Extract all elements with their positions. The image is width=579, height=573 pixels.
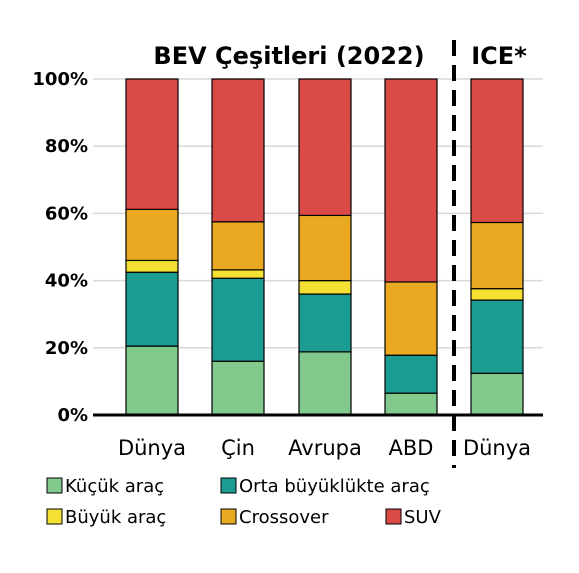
bar-segment — [125, 259, 179, 273]
y-tick-label: 40% — [45, 271, 88, 292]
legend: Küçük araç Orta büyüklükte araç Büyük araç… — [46, 476, 442, 528]
y-tick-label: 20% — [45, 338, 88, 359]
y-tick-label: 80% — [45, 136, 88, 157]
bar-segment — [211, 78, 265, 223]
bar-segment — [470, 78, 524, 224]
bar-stack — [125, 78, 179, 416]
x-tick-label: Dünya — [463, 436, 531, 460]
y-axis: 0% 20% 40% 60% 80% 100% — [32, 69, 88, 426]
y-tick-label: 0% — [57, 405, 88, 426]
y-tick-label: 60% — [45, 203, 88, 224]
x-axis: Dünya Çin Avrupa ABD Dünya — [118, 436, 531, 460]
bar-segment — [298, 214, 352, 282]
bar-segment — [470, 221, 524, 290]
x-tick-label: Dünya — [118, 436, 186, 460]
x-tick-label: ABD — [389, 436, 434, 460]
bar-segment — [298, 293, 352, 353]
bar-segment — [384, 392, 438, 416]
legend-label: Küçük araç — [65, 476, 164, 497]
legend-label: Crossover — [239, 507, 329, 528]
bar-segment — [298, 280, 352, 295]
bar-stack — [384, 78, 438, 416]
legend-swatch — [385, 508, 402, 525]
y-tick-label: 100% — [32, 69, 88, 90]
bar-stack — [211, 78, 265, 416]
bar-segment — [470, 372, 524, 416]
bar-segment — [211, 269, 265, 279]
bar-segment — [211, 277, 265, 362]
bar-segment — [470, 299, 524, 374]
legend-label: SUV — [404, 507, 442, 528]
legend-label: Büyük araç — [65, 507, 166, 528]
x-tick-label: Çin — [221, 436, 255, 460]
bar-segment — [298, 351, 352, 416]
bar-stack — [298, 78, 352, 416]
bar-segment — [125, 208, 179, 262]
bar-segment — [211, 221, 265, 271]
bar-segment — [470, 288, 524, 301]
bar-segment — [384, 354, 438, 394]
legend-label: Orta büyüklükte araç — [239, 476, 430, 497]
legend-swatch — [46, 508, 63, 525]
legend-swatch — [220, 508, 237, 525]
group-title-ice: ICE* — [471, 42, 527, 70]
bar-segment — [125, 345, 179, 416]
bar-segment — [211, 360, 265, 416]
legend-swatch — [46, 477, 63, 494]
bar-segment — [125, 78, 179, 210]
group-title-bev: BEV Çeşitleri (2022) — [153, 42, 424, 70]
x-tick-label: Avrupa — [288, 436, 362, 460]
bar-segment — [125, 271, 179, 347]
bar-segment — [298, 78, 352, 217]
bar-stack — [470, 78, 524, 416]
bar-segment — [384, 281, 438, 356]
bars — [125, 78, 524, 416]
bar-segment — [384, 78, 438, 283]
legend-swatch — [220, 477, 237, 494]
